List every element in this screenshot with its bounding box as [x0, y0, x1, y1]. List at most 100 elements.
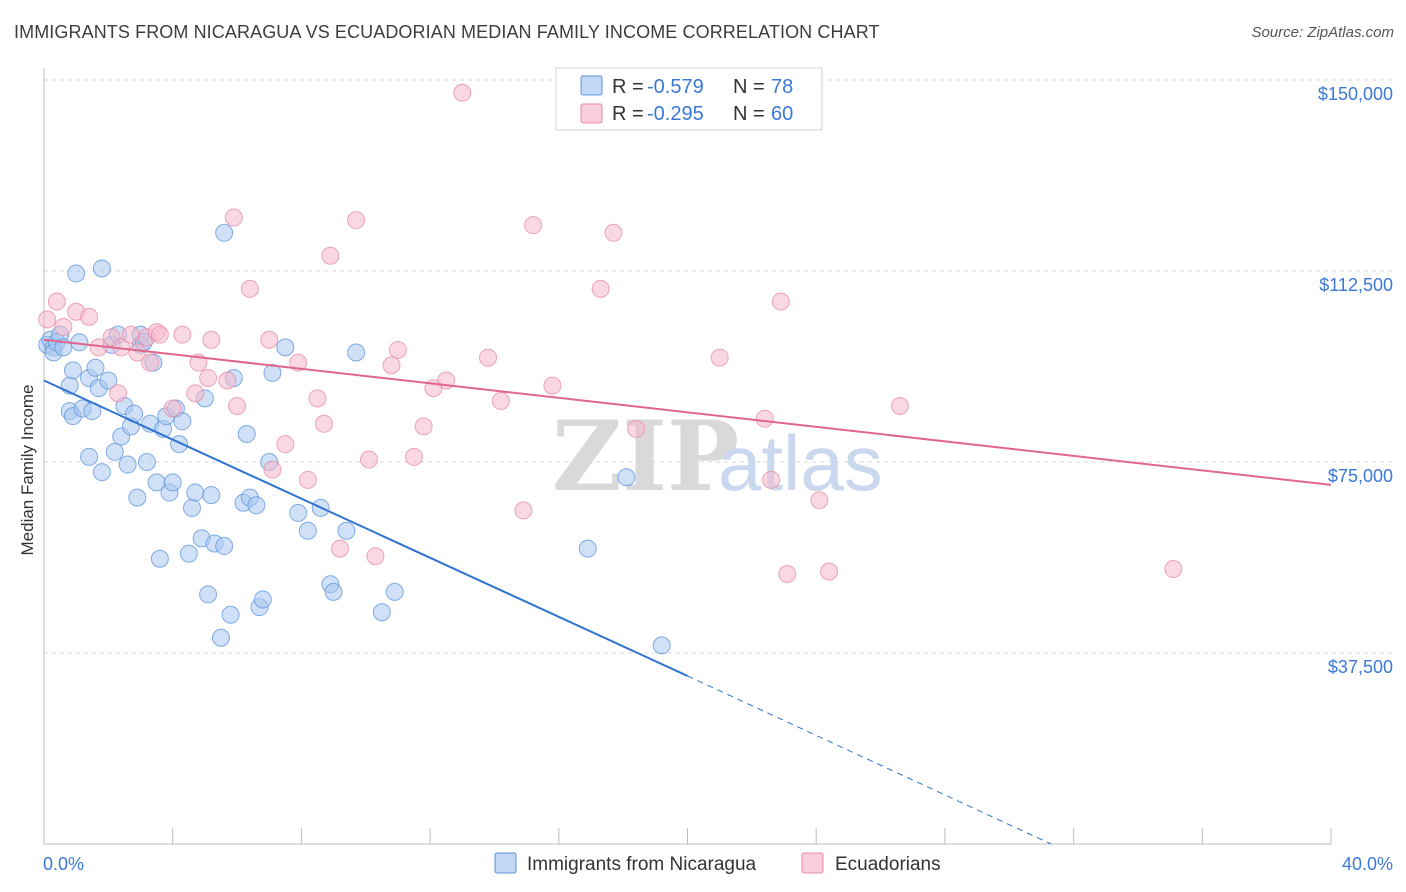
point-ecuadorians-21	[218, 371, 237, 390]
point-ecuadorians-54	[762, 470, 781, 489]
point-ecuadorians-15	[163, 399, 182, 418]
point-nicaragua-21	[99, 371, 118, 390]
point-nicaragua-17	[86, 358, 105, 377]
point-ecuadorians-0	[38, 310, 57, 329]
trend-line-nicaragua-extension	[687, 675, 1052, 845]
point-nicaragua-55	[215, 537, 234, 556]
point-nicaragua-79	[652, 636, 671, 655]
point-ecuadorians-33	[331, 539, 350, 558]
point-ecuadorians-50	[604, 223, 623, 242]
legend-bottom-label-nicaragua: Immigrants from Nicaragua	[527, 854, 757, 875]
watermark-zip: ZIP	[552, 400, 739, 513]
series-ecuadorians-points	[38, 83, 1183, 584]
legend-bottom-swatch-nicaragua	[494, 852, 517, 874]
point-nicaragua-64	[253, 590, 272, 609]
point-nicaragua-38	[150, 549, 169, 568]
point-ecuadorians-12	[141, 353, 160, 372]
point-nicaragua-45	[173, 412, 192, 431]
point-nicaragua-30	[128, 488, 147, 507]
point-nicaragua-77	[578, 539, 597, 558]
point-ecuadorians-23	[228, 396, 247, 415]
point-nicaragua-23	[105, 442, 124, 461]
point-ecuadorians-38	[388, 340, 407, 359]
point-ecuadorians-17	[186, 384, 205, 403]
legend-n-value-nicaragua: 78	[771, 76, 793, 98]
point-ecuadorians-60	[1164, 559, 1183, 578]
point-ecuadorians-52	[710, 348, 729, 367]
point-ecuadorians-16	[173, 325, 192, 344]
point-nicaragua-20	[92, 463, 111, 482]
point-ecuadorians-35	[359, 450, 378, 469]
legend-top: R = -0.579 N = 78 R = -0.295 N = 60	[555, 67, 823, 131]
point-ecuadorians-24	[240, 279, 259, 298]
point-ecuadorians-28	[289, 353, 308, 372]
legend-r-label-nicaragua: R =	[612, 76, 644, 98]
point-ecuadorians-27	[276, 435, 295, 454]
chart-source: Source: ZipAtlas.com	[1251, 24, 1394, 41]
point-nicaragua-19	[92, 259, 111, 278]
trend-line-nicaragua	[43, 379, 688, 677]
point-ecuadorians-40	[414, 417, 433, 436]
point-nicaragua-76	[385, 582, 404, 601]
point-ecuadorians-37	[382, 356, 401, 375]
point-nicaragua-42	[163, 473, 182, 492]
point-nicaragua-66	[263, 363, 282, 382]
trend-line-ecuadorians	[43, 338, 1332, 486]
point-nicaragua-27	[118, 455, 137, 474]
point-ecuadorians-32	[321, 246, 340, 265]
axes	[43, 68, 1332, 845]
point-ecuadorians-57	[810, 491, 829, 510]
point-ecuadorians-34	[347, 211, 366, 230]
trend-lines	[43, 338, 1332, 845]
point-ecuadorians-46	[514, 501, 533, 520]
point-nicaragua-52	[202, 486, 221, 505]
legend-n-value-ecuadorians: 60	[771, 103, 793, 125]
point-nicaragua-78	[617, 468, 636, 487]
point-nicaragua-14	[80, 447, 99, 466]
y-tick-labels: $37,500 $75,000 $112,500 $150,000	[1318, 84, 1393, 677]
point-ecuadorians-56	[778, 565, 797, 584]
point-nicaragua-44	[170, 435, 189, 454]
point-nicaragua-73	[337, 521, 356, 540]
point-ecuadorians-10	[128, 343, 147, 362]
legend-n-label-nicaragua: N =	[733, 76, 765, 98]
point-nicaragua-46	[179, 544, 198, 563]
point-nicaragua-51	[199, 585, 218, 604]
point-ecuadorians-22	[224, 208, 243, 227]
point-nicaragua-74	[347, 343, 366, 362]
point-nicaragua-60	[237, 424, 256, 443]
point-nicaragua-54	[211, 628, 230, 647]
point-ecuadorians-39	[405, 447, 424, 466]
point-ecuadorians-53	[755, 409, 774, 428]
y-tick-label-2: $112,500	[1319, 275, 1393, 295]
point-ecuadorians-2	[54, 318, 73, 337]
y-tick-label-0: $37,500	[1328, 657, 1393, 677]
y-tick-label-3: $150,000	[1318, 84, 1393, 104]
point-ecuadorians-31	[314, 414, 333, 433]
point-nicaragua-75	[372, 603, 391, 622]
point-ecuadorians-7	[109, 384, 128, 403]
point-nicaragua-48	[186, 483, 205, 502]
point-ecuadorians-51	[627, 419, 646, 438]
point-ecuadorians-49	[591, 279, 610, 298]
point-ecuadorians-20	[202, 330, 221, 349]
legend-swatch-nicaragua	[580, 75, 603, 96]
point-ecuadorians-59	[890, 396, 909, 415]
legend-swatch-ecuadorians	[580, 103, 603, 124]
legend-r-label-ecuadorians: R =	[612, 103, 644, 125]
point-nicaragua-69	[298, 521, 317, 540]
y-tick-label-1: $75,000	[1328, 466, 1393, 486]
point-nicaragua-62	[247, 496, 266, 515]
x-tick-label-max: 40.0%	[1342, 854, 1393, 874]
point-ecuadorians-1	[47, 292, 66, 311]
point-ecuadorians-55	[771, 292, 790, 311]
legend-bottom: Immigrants from Nicaragua Ecuadorians	[494, 852, 941, 875]
point-nicaragua-57	[221, 605, 240, 624]
point-ecuadorians-30	[308, 389, 327, 408]
point-nicaragua-10	[63, 361, 82, 380]
chart-title: IMMIGRANTS FROM NICARAGUA VS ECUADORIAN …	[14, 22, 880, 42]
point-ecuadorians-48	[543, 376, 562, 395]
point-nicaragua-11	[67, 264, 86, 283]
point-nicaragua-34	[137, 453, 156, 471]
